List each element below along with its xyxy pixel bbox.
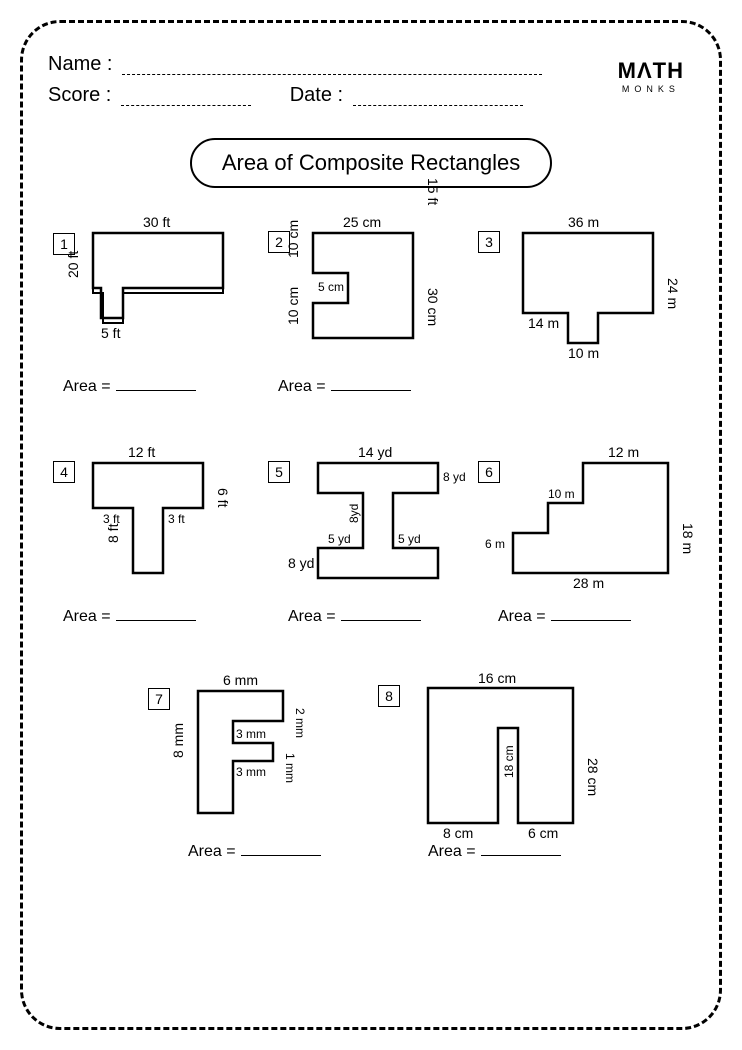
score-label: Score : <box>48 84 111 107</box>
answer-blank[interactable] <box>481 855 561 856</box>
svg-text:8 mm: 8 mm <box>170 723 186 758</box>
shape-5: 14 yd 8 yd 8yd 5 yd 5 yd 8 yd <box>298 443 478 593</box>
area-field: Area = <box>188 843 368 861</box>
problem-5: 5 14 yd 8 yd 8yd 5 yd 5 yd 8 yd Area = <box>268 443 468 626</box>
svg-text:5 cm: 5 cm <box>318 280 344 294</box>
shape-4: 12 ft 6 ft 3 ft 3 ft 8 ft <box>83 443 253 593</box>
title-container: Area of Composite Rectangles <box>48 138 694 188</box>
logo-main: MΛTH <box>618 58 684 84</box>
area-field: Area = <box>63 378 258 396</box>
problem-number: 4 <box>53 461 75 483</box>
svg-text:14 yd: 14 yd <box>358 444 392 460</box>
dim-label: 20 ft <box>65 251 81 278</box>
date-label: Date : <box>290 84 343 107</box>
area-field: Area = <box>63 608 258 626</box>
shape-6: 12 m 10 m 6 m 18 m 28 m <box>503 443 693 593</box>
svg-text:6 mm: 6 mm <box>223 672 258 688</box>
date-input-line[interactable] <box>353 88 523 106</box>
svg-text:5 yd: 5 yd <box>398 532 421 546</box>
svg-text:5 yd: 5 yd <box>328 532 351 546</box>
svg-text:3 ft: 3 ft <box>168 512 185 526</box>
svg-text:6 m: 6 m <box>485 537 505 551</box>
problem-1: 1 30 ft 15 ft 20 ft 5 ft <box>48 213 258 396</box>
svg-text:10 cm: 10 cm <box>285 287 301 325</box>
svg-text:8 ft: 8 ft <box>105 523 121 543</box>
shape-1-path <box>83 213 263 343</box>
area-field: Area = <box>498 608 678 626</box>
logo: MΛTH MONKS <box>618 58 684 94</box>
area-field: Area = <box>428 843 638 861</box>
problem-2: 2 25 cm 30 cm 10 cm 10 cm 5 cm Area = <box>268 213 468 396</box>
svg-text:28 cm: 28 cm <box>585 758 601 796</box>
svg-text:16 cm: 16 cm <box>478 670 516 686</box>
svg-text:18 cm: 18 cm <box>502 745 516 778</box>
svg-text:6 cm: 6 cm <box>528 825 558 841</box>
svg-text:8 yd: 8 yd <box>443 470 466 484</box>
worksheet-page: Name : Score : Date : MΛTH MONKS Area of… <box>20 20 722 1030</box>
svg-text:28 m: 28 m <box>573 575 604 591</box>
shape-7: 6 mm 2 mm 1 mm 3 mm 3 mm 8 mm <box>183 673 343 833</box>
shape-2: 25 cm 30 cm 10 cm 10 cm 5 cm <box>298 213 468 353</box>
worksheet-title: Area of Composite Rectangles <box>190 138 552 188</box>
answer-blank[interactable] <box>551 620 631 621</box>
shape-3: 36 m 24 m 14 m 10 m <box>508 213 688 363</box>
problem-6: 6 12 m 10 m 6 m 18 m 28 m Area = <box>478 443 678 626</box>
answer-blank[interactable] <box>341 620 421 621</box>
problem-number: 6 <box>478 461 500 483</box>
svg-text:3 mm: 3 mm <box>236 765 266 779</box>
problem-number: 5 <box>268 461 290 483</box>
svg-text:10 cm: 10 cm <box>285 220 301 258</box>
svg-text:18 m: 18 m <box>680 523 696 554</box>
name-input-line[interactable] <box>122 57 542 75</box>
svg-text:24 m: 24 m <box>665 278 681 309</box>
shape-8: 16 cm 28 cm 18 cm 8 cm 6 cm <box>413 673 623 843</box>
logo-sub: MONKS <box>618 84 684 94</box>
svg-text:25 cm: 25 cm <box>343 214 381 230</box>
answer-blank[interactable] <box>331 390 411 391</box>
svg-text:12 ft: 12 ft <box>128 444 155 460</box>
svg-text:6 ft: 6 ft <box>215 488 231 508</box>
answer-blank[interactable] <box>241 855 321 856</box>
problem-number: 3 <box>478 231 500 253</box>
svg-text:10 m: 10 m <box>548 487 575 501</box>
svg-text:3 mm: 3 mm <box>236 727 266 741</box>
area-field: Area = <box>288 608 468 626</box>
svg-text:30 cm: 30 cm <box>425 288 441 326</box>
dim-label: 15 ft <box>425 178 441 205</box>
problem-number: 7 <box>148 688 170 710</box>
svg-text:8yd: 8yd <box>347 504 361 523</box>
area-field: Area = <box>278 378 468 396</box>
svg-text:12 m: 12 m <box>608 444 639 460</box>
problem-7: 7 6 mm 2 mm 1 mm 3 mm 3 mm 8 mm Area = <box>148 673 368 861</box>
score-input-line[interactable] <box>121 88 251 106</box>
svg-text:14 m: 14 m <box>528 315 559 331</box>
name-label: Name : <box>48 53 112 76</box>
problem-4: 4 12 ft 6 ft 3 ft 3 ft 8 ft Area = <box>48 443 258 626</box>
problem-number: 8 <box>378 685 400 707</box>
svg-text:8 yd: 8 yd <box>288 555 314 571</box>
header: Name : Score : Date : MΛTH MONKS <box>48 53 694 123</box>
svg-text:1 mm: 1 mm <box>283 753 297 783</box>
problem-8: 8 16 cm 28 cm 18 cm 8 cm 6 cm Area = <box>378 673 638 861</box>
svg-text:10 m: 10 m <box>568 345 599 361</box>
problem-3: 3 36 m 24 m 14 m 10 m Area = <box>478 213 678 396</box>
svg-text:2 mm: 2 mm <box>293 708 307 738</box>
answer-blank[interactable] <box>116 390 196 391</box>
answer-blank[interactable] <box>116 620 196 621</box>
svg-text:36 m: 36 m <box>568 214 599 230</box>
svg-text:8 cm: 8 cm <box>443 825 473 841</box>
